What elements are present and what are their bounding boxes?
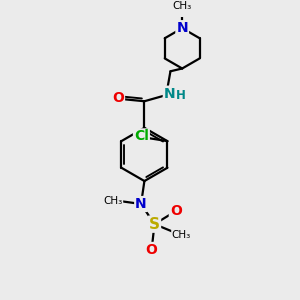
Text: N: N xyxy=(135,197,147,211)
Text: O: O xyxy=(146,243,158,257)
Text: N: N xyxy=(164,87,176,101)
Text: O: O xyxy=(112,92,124,105)
Text: Cl: Cl xyxy=(134,129,149,143)
Text: N: N xyxy=(176,21,188,35)
Text: H: H xyxy=(176,89,186,102)
Text: CH₃: CH₃ xyxy=(103,196,123,206)
Text: CH₃: CH₃ xyxy=(172,230,191,240)
Text: S: S xyxy=(149,217,160,232)
Text: O: O xyxy=(170,204,182,218)
Text: CH₃: CH₃ xyxy=(172,1,192,11)
